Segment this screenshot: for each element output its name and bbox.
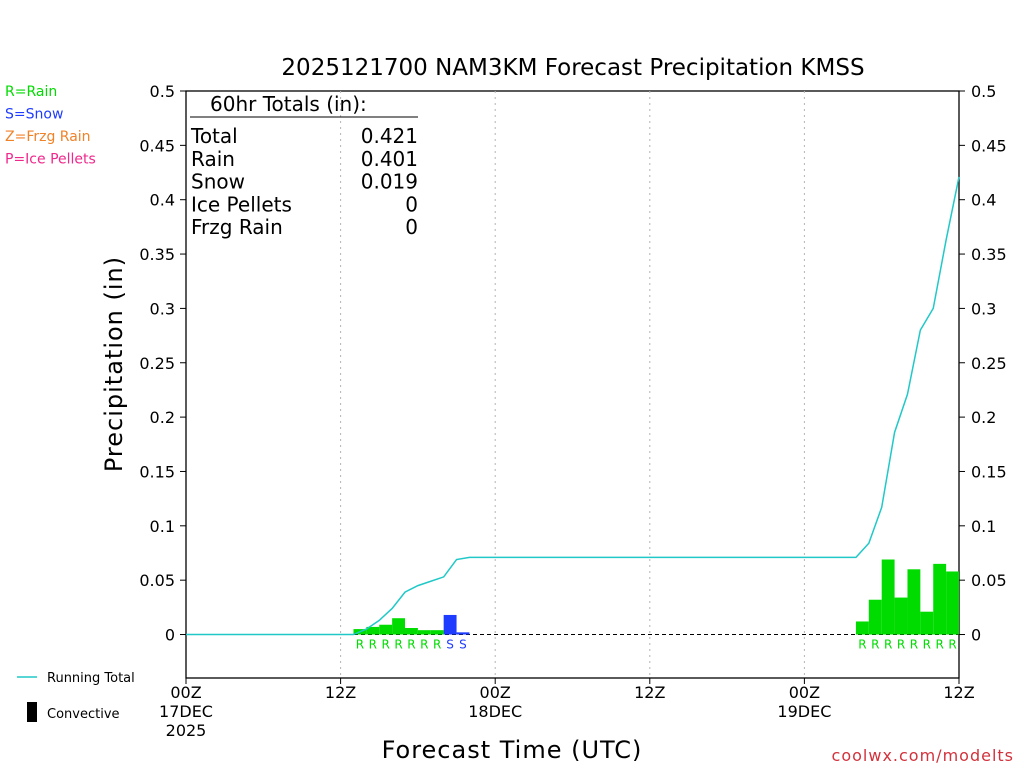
ptype-label: R	[382, 638, 390, 652]
ptype-label: R	[884, 638, 892, 652]
y-tick-label-right: 0.25	[971, 354, 1007, 373]
y-tick-label: 0.5	[150, 82, 175, 101]
running-total-legend-label: Running Total	[47, 671, 135, 686]
ptype-label: R	[433, 638, 441, 652]
precip-bar	[855, 621, 869, 635]
precip-bars	[353, 559, 959, 635]
totals-row-value: 0	[405, 192, 418, 216]
totals-row-label: Total	[190, 124, 238, 148]
ptype-label: S	[459, 638, 467, 652]
x-tick-label: 00Z	[789, 683, 820, 702]
precip-bar	[443, 614, 457, 635]
precip-bar	[868, 599, 882, 635]
x-tick-label: 12Z	[325, 683, 356, 702]
x-tick-label: 12Z	[943, 683, 974, 702]
ptype-legend-item: S=Snow	[5, 107, 63, 123]
x-tick-label: 2025	[166, 721, 207, 740]
precip-bar	[456, 632, 470, 635]
y-tick-label-right: 0.35	[971, 245, 1007, 264]
ptype-label: R	[897, 638, 905, 652]
grid-lines	[340, 91, 805, 678]
ptype-label: R	[923, 638, 931, 652]
precip-bar	[392, 618, 406, 635]
x-tick-label: 00Z	[480, 683, 511, 702]
convective-legend-label: Convective	[47, 707, 120, 722]
ptype-label: R	[910, 638, 918, 652]
y-tick-label-right: 0.1	[971, 517, 996, 536]
y-tick-label: 0.25	[139, 354, 175, 373]
ptype-label: R	[858, 638, 866, 652]
bottom-legend: Running Total Convective	[17, 671, 135, 722]
plot-frame	[185, 90, 960, 679]
ptype-label: R	[356, 638, 364, 652]
ptype-label: R	[948, 638, 956, 652]
totals-row-label: Ice Pellets	[191, 192, 292, 216]
totals-row-label: Rain	[191, 147, 235, 171]
running-total-line	[186, 176, 960, 636]
convective-swatch	[27, 702, 37, 722]
y-tick-label: 0	[165, 626, 175, 645]
totals-row-value: 0	[405, 215, 418, 239]
ptype-label: R	[394, 638, 402, 652]
ptype-label: R	[407, 638, 415, 652]
y-tick-label: 0.05	[139, 571, 175, 590]
y-tick-label: 0.3	[150, 299, 175, 318]
y-axis-label: Precipitation (in)	[100, 256, 128, 472]
left-y-axis: 0 0.05 0.1 0.15 0.2 0.25 0.3 0.35 0.4 0.45 0.5	[139, 82, 186, 645]
ptype-label: R	[420, 638, 428, 652]
totals-row-label: Frzg Rain	[191, 215, 283, 239]
y-tick-label-right: 0.5	[971, 82, 996, 101]
x-tick-label: 12Z	[634, 683, 665, 702]
y-tick-label: 0.35	[139, 245, 175, 264]
precip-bar	[430, 630, 444, 635]
y-tick-label: 0.45	[139, 136, 175, 155]
x-tick-label: 18DEC	[468, 702, 522, 721]
precip-bar	[366, 626, 380, 635]
ptype-label: S	[446, 638, 454, 652]
precip-bar	[417, 630, 431, 635]
ptype-legend-item: R=Rain	[5, 84, 57, 100]
totals-header: 60hr Totals (in):	[210, 92, 367, 116]
precip-bar	[405, 627, 418, 635]
y-tick-label: 0.2	[150, 408, 175, 427]
totals-row-value: 0.401	[361, 147, 418, 171]
ptype-legend: R=Rain S=Snow Z=Frzg Rain P=Ice Pellets	[5, 84, 96, 168]
y-tick-label-right: 0.45	[971, 136, 1007, 155]
precip-bar	[379, 624, 393, 635]
precip-bar	[907, 569, 921, 635]
y-tick-label-right: 0.15	[971, 462, 1007, 481]
totals-row-value: 0.019	[361, 170, 418, 194]
right-y-axis: 0 0.05 0.1 0.15 0.2 0.25 0.3 0.35 0.4 0.45 0.5	[959, 82, 1007, 645]
x-tick-label: 17DEC	[159, 702, 213, 721]
ptype-label: R	[369, 638, 377, 652]
precip-bar	[933, 563, 947, 635]
totals-row-label: Snow	[191, 170, 245, 194]
y-tick-label-right: 0.05	[971, 571, 1007, 590]
x-tick-label: 00Z	[170, 683, 201, 702]
y-tick-label: 0.1	[150, 517, 175, 536]
precip-bar	[920, 611, 934, 635]
y-tick-label: 0.15	[139, 462, 175, 481]
y-tick-label-right: 0.2	[971, 408, 996, 427]
totals-box: 60hr Totals (in): Total 0.421 Rain 0.401 Sno…	[190, 92, 418, 239]
ptype-label: R	[871, 638, 879, 652]
precip-bar	[881, 559, 895, 635]
precip-bar	[946, 571, 959, 635]
totals-row-value: 0.421	[361, 124, 418, 148]
y-tick-label-right: 0.3	[971, 299, 996, 318]
y-tick-label: 0.4	[150, 191, 175, 210]
precip-bar	[894, 597, 908, 635]
x-tick-label: 19DEC	[777, 702, 831, 721]
y-tick-label-right: 0.4	[971, 191, 996, 210]
chart-title: 2025121700 NAM3KM Forecast Precipitation…	[281, 55, 864, 81]
ptype-legend-item: Z=Frzg Rain	[5, 129, 91, 145]
credit-text: coolwx.com/modelts	[832, 746, 1014, 765]
y-tick-label-right: 0	[971, 626, 981, 645]
ptype-label: R	[936, 638, 944, 652]
x-axis-label: Forecast Time (UTC)	[382, 736, 643, 764]
ptype-legend-item: P=Ice Pellets	[5, 152, 96, 168]
